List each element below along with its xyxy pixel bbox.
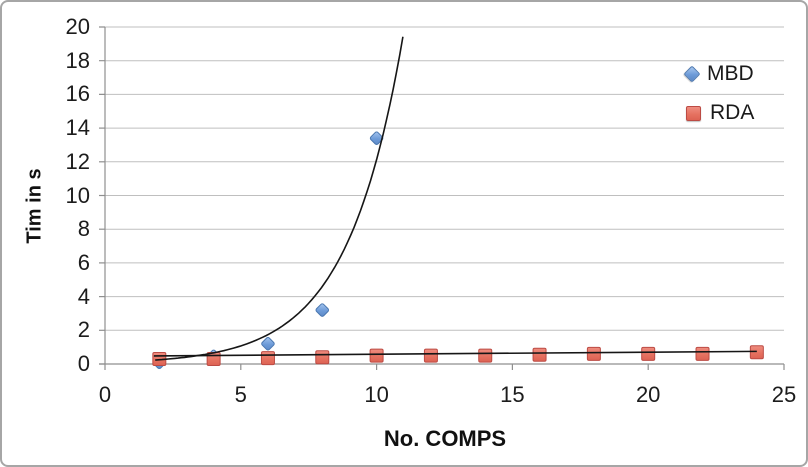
y-tick-label: 8 [77,216,90,242]
legend-label-mbd: MBD [707,62,754,85]
mbd-point [315,303,330,317]
trendlines [153,36,757,361]
legend: MBD RDA [683,60,754,138]
y-tick-label: 6 [77,249,90,275]
x-tick-label: 15 [500,382,525,407]
data-markers [152,131,764,370]
y-tick-label: 14 [65,115,90,141]
x-tick-label: 10 [364,382,389,407]
x-tick-label: 20 [635,382,661,407]
y-tick-label: 2 [77,317,90,343]
axes [99,26,785,370]
y-tick-label: 12 [65,148,90,174]
gridlines [105,26,784,331]
legend-item-rda: RDA [686,99,754,127]
rda-point [478,348,493,363]
legend-label-rda: RDA [710,101,755,124]
mbd-point [369,131,384,145]
rda-point [586,346,601,361]
rda-point [641,346,656,361]
y-tick-label: 20 [65,14,90,39]
y-tick-label: 10 [65,182,90,208]
rda-point [315,350,330,365]
x-tick-label: 0 [98,382,112,407]
rda-point [695,346,710,361]
x-tick-label: 25 [771,382,797,407]
rda-point [260,351,275,366]
y-tick-label: 4 [77,283,90,309]
y-axis-title: Tim in s [23,168,46,244]
rda-point [369,348,384,363]
x-tick-label: 5 [234,382,247,407]
mbd-diamond-icon [683,65,701,83]
rda-point [532,347,547,362]
y-tick-label: 16 [65,81,90,107]
y-tick-label: 0 [77,351,90,376]
x-axis-title: No. COMPS [383,426,507,451]
rda-square-icon [686,105,701,121]
mbd-point [261,337,275,351]
rda-point [749,345,764,360]
legend-item-mbd: MBD [683,60,754,88]
rda-point [423,348,438,363]
y-tick-label: 18 [65,47,90,73]
